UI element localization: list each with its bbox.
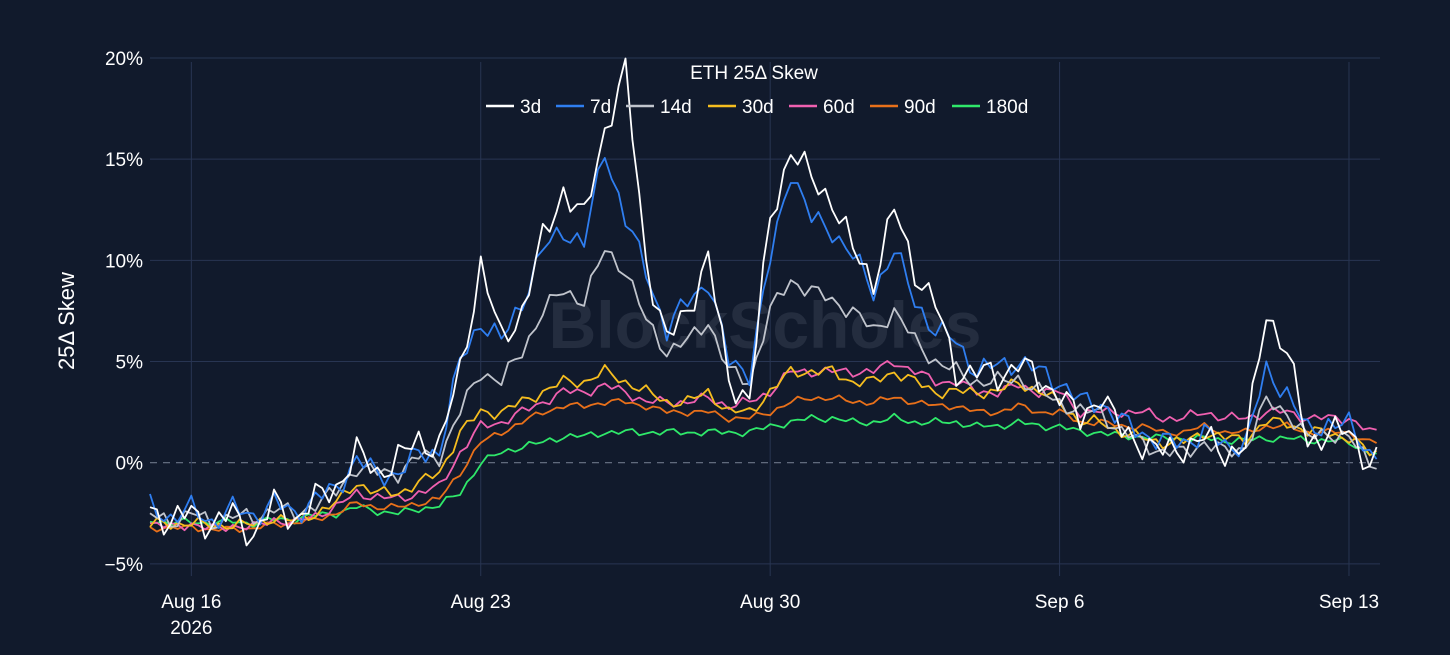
y-tick-label: −5% [104, 555, 143, 576]
legend-item-60d[interactable]: 60d [789, 97, 855, 118]
legend-label: 3d [520, 97, 541, 118]
watermark-text: BlockScholes [549, 288, 982, 362]
y-tick-label: 10% [105, 251, 143, 272]
y-tick-label: 15% [105, 150, 143, 171]
series-line-7d [149, 156, 1378, 529]
y-tick-label: 5% [116, 352, 144, 373]
series-line-90d [149, 394, 1378, 533]
series-line-60d [149, 360, 1377, 532]
legend-item-30d[interactable]: 30d [708, 97, 774, 118]
y-axis-ticks: −5% 0% 5% 10% 15% 20% [104, 49, 143, 576]
legend-label: 180d [986, 97, 1028, 118]
x-tick-label: Sep 13 [1319, 592, 1379, 613]
x-tick-label: Aug 30 [740, 592, 800, 613]
legend-label: 14d [660, 97, 692, 118]
legend-label: 90d [904, 97, 936, 118]
legend-label: 7d [590, 97, 611, 118]
x-tick-year-label: 2026 [170, 618, 212, 639]
chart-title: ETH 25Δ Skew [690, 63, 818, 84]
series-layer [149, 57, 1378, 547]
x-axis-ticks: Aug 16 2026 Aug 23 Aug 30 Sep 6 Sep 13 [161, 592, 1379, 639]
y-tick-label: 20% [105, 49, 143, 70]
x-tick-label: Aug 16 [161, 592, 221, 613]
legend-item-7d[interactable]: 7d [556, 97, 611, 118]
series-line-3d [149, 57, 1378, 547]
y-tick-label: 0% [116, 454, 144, 475]
grid-layer [150, 57, 1380, 576]
y-axis-label: 25Δ Skew [54, 272, 79, 370]
legend-label: 30d [742, 97, 774, 118]
legend-item-3d[interactable]: 3d [486, 97, 541, 118]
legend-item-14d[interactable]: 14d [626, 97, 692, 118]
x-tick-label: Aug 23 [451, 592, 511, 613]
x-tick-label: Sep 6 [1035, 592, 1085, 613]
legend-item-180d[interactable]: 180d [952, 97, 1028, 118]
legend-item-90d[interactable]: 90d [870, 97, 936, 118]
legend-label: 60d [823, 97, 855, 118]
legend[interactable]: 3d 7d 14d 30d 60d 90d 180d [486, 97, 1028, 118]
series-line-14d [149, 250, 1377, 530]
